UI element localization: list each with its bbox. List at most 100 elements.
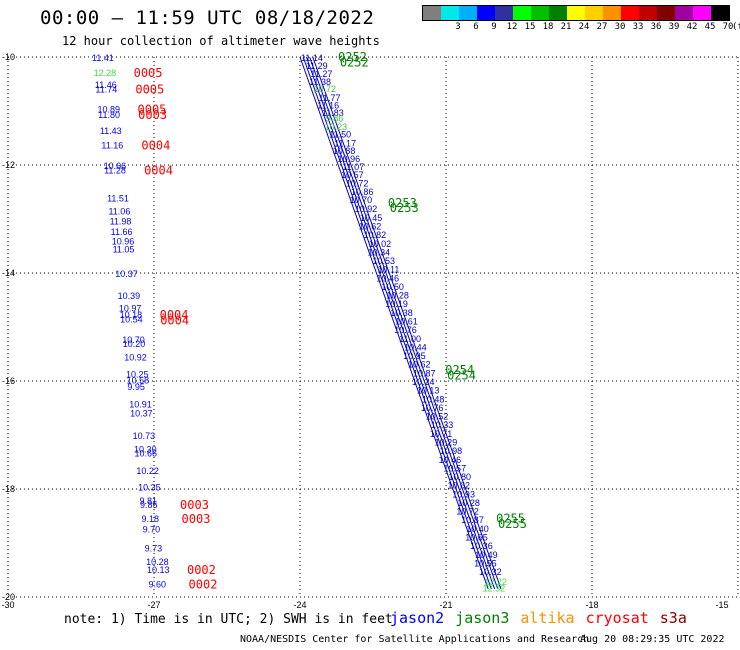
- wave-height-label: 10.37: [115, 269, 138, 279]
- wave-height-label: 10.65: [465, 533, 488, 543]
- wave-height-label: 9.81: [140, 496, 158, 506]
- wave-height-label: 11.98: [110, 217, 132, 227]
- altimeter-map: -10 -12 -14 -16 -18 -20-30 -27 -24 -21 -18 -15 11.1…: [1, 50, 739, 610]
- wave-height-label: 10.22: [136, 466, 159, 476]
- lat-tick-label: -16: [2, 376, 15, 386]
- pass-time-label: 0255: [496, 512, 525, 526]
- wave-height-label: 10.66: [134, 448, 157, 458]
- wave-height-label: 10.72: [346, 178, 369, 188]
- wave-height-label: 10.88: [333, 146, 356, 156]
- lon-tick-label: -24: [293, 600, 306, 610]
- wave-height-label: 10.92: [124, 353, 147, 363]
- wave-height-label: 9.95: [127, 382, 145, 392]
- wave-height-label: 10.70: [350, 195, 373, 205]
- color-scale-unit: (ft): [732, 22, 740, 32]
- wave-height-label: 10.62: [447, 481, 470, 491]
- wave-height-label: 11.17: [334, 138, 356, 148]
- pass-time-label: 0003: [182, 512, 211, 526]
- wave-height-label: 10.25: [126, 369, 149, 379]
- map-subtitle: 12 hour collection of altimeter wave hei…: [62, 34, 380, 48]
- color-scale-tick: 70: [722, 22, 734, 32]
- color-swatch: [513, 6, 531, 20]
- ground-track-line: [299, 56, 489, 590]
- pass-time-label: 0253: [388, 196, 417, 210]
- color-swatch: [531, 6, 549, 20]
- wave-height-label: 11.43: [100, 126, 122, 136]
- color-swatch: [585, 6, 603, 20]
- wave-height-label: 10.93: [452, 489, 475, 499]
- color-scale-tick: 33: [632, 22, 644, 32]
- wave-height-label: 10.76: [421, 403, 444, 413]
- ground-track-line: [302, 56, 492, 590]
- wave-height-label: 12.32: [483, 583, 506, 593]
- generation-timestamp: Aug 20 08:29:35 UTC 2022: [580, 634, 725, 645]
- color-swatch: [711, 6, 729, 20]
- wave-height-label: 10.13: [147, 565, 170, 575]
- color-swatch: [621, 6, 639, 20]
- wave-height-label: 10.66: [104, 161, 127, 171]
- pass-time-label: 0002: [189, 578, 218, 592]
- color-scale-tick: 30: [614, 22, 626, 32]
- wave-height-label: 10.91: [129, 400, 152, 410]
- map-title: 00:00 – 11:59 UTC 08/18/2022: [40, 7, 375, 29]
- wave-height-label: 10.18: [120, 310, 143, 320]
- lat-tick-label: -14: [2, 268, 15, 278]
- ground-track-line: [309, 56, 499, 590]
- wave-height-label: 9.85: [140, 500, 158, 510]
- wave-height-label: 12.22: [484, 577, 507, 587]
- wave-height-label: 10.53: [373, 256, 396, 266]
- wave-height-label: 10.38: [390, 308, 413, 318]
- wave-height-label: 10.76: [394, 325, 417, 335]
- wave-height-label: 10.32: [479, 567, 502, 577]
- wave-height-label: 10.96: [112, 237, 135, 247]
- wave-height-label: 10.87: [461, 515, 484, 525]
- wave-height-label: 10.39: [118, 291, 141, 301]
- wave-height-label: 10.40: [466, 524, 489, 534]
- wave-height-label: 10.50: [381, 282, 404, 292]
- pass-time-label: 0254: [445, 363, 474, 377]
- pass-time-label: 0004: [141, 138, 170, 152]
- wave-height-label: 10.30: [134, 445, 157, 455]
- wave-height-label: 10.02: [369, 239, 392, 249]
- wave-height-label: 11.05: [113, 245, 135, 255]
- wave-height-label: 11.51: [107, 193, 129, 203]
- wave-height-label: 10.98: [440, 446, 463, 456]
- wave-height-label: 9.86: [326, 113, 344, 123]
- wave-height-label: 10.82: [364, 230, 387, 240]
- wave-height-label: 9.18: [142, 514, 160, 524]
- color-scale-tick: 24: [578, 22, 590, 32]
- pass-time-label: 0255: [498, 517, 527, 531]
- pass-time-label: 0005: [138, 102, 167, 116]
- legend-item-jason2: jason2: [390, 609, 445, 627]
- wave-height-label: 10.62: [408, 360, 431, 370]
- footer-note: note: 1) Time is in UTC; 2) SWH is in fe…: [64, 612, 393, 627]
- lat-tick-label: -20: [2, 592, 15, 602]
- wave-height-label: 10.46: [439, 455, 462, 465]
- pass-time-label: 0252: [338, 50, 367, 64]
- wave-height-label: 10.28: [457, 498, 480, 508]
- pass-time-label: 0004: [160, 313, 189, 327]
- wave-height-label: 10.28: [386, 291, 409, 301]
- wave-height-label: 10.37: [130, 408, 153, 418]
- wave-height-label: 9.60: [149, 580, 167, 590]
- wave-height-label: 10.92: [355, 204, 378, 214]
- wave-height-label: 11.16: [101, 140, 123, 150]
- wave-height-label: 10.29: [435, 437, 458, 447]
- wave-height-label: 10.70: [122, 335, 145, 345]
- color-scale-tick: 45: [704, 22, 716, 32]
- wave-height-label: 11.41: [92, 53, 114, 63]
- wave-height-label: 11.07: [342, 162, 364, 172]
- wave-height-label: 10.35: [138, 482, 161, 492]
- wave-height-label: 10.24: [412, 377, 435, 387]
- legend-item-altika: altika: [520, 609, 575, 627]
- color-swatch: [603, 6, 621, 20]
- lon-tick-label: -18: [585, 600, 598, 610]
- pass-time-label: 0254: [447, 369, 476, 383]
- wave-height-label: 11.27: [311, 69, 333, 79]
- wave-height-label: 11.77: [319, 93, 341, 103]
- pass-time-label: 0003: [138, 108, 167, 122]
- wave-height-label: 10.72: [456, 507, 479, 517]
- wave-height-label: 10.44: [404, 342, 427, 352]
- legend-item-jason3: jason3: [455, 609, 510, 627]
- color-swatch: [423, 6, 441, 20]
